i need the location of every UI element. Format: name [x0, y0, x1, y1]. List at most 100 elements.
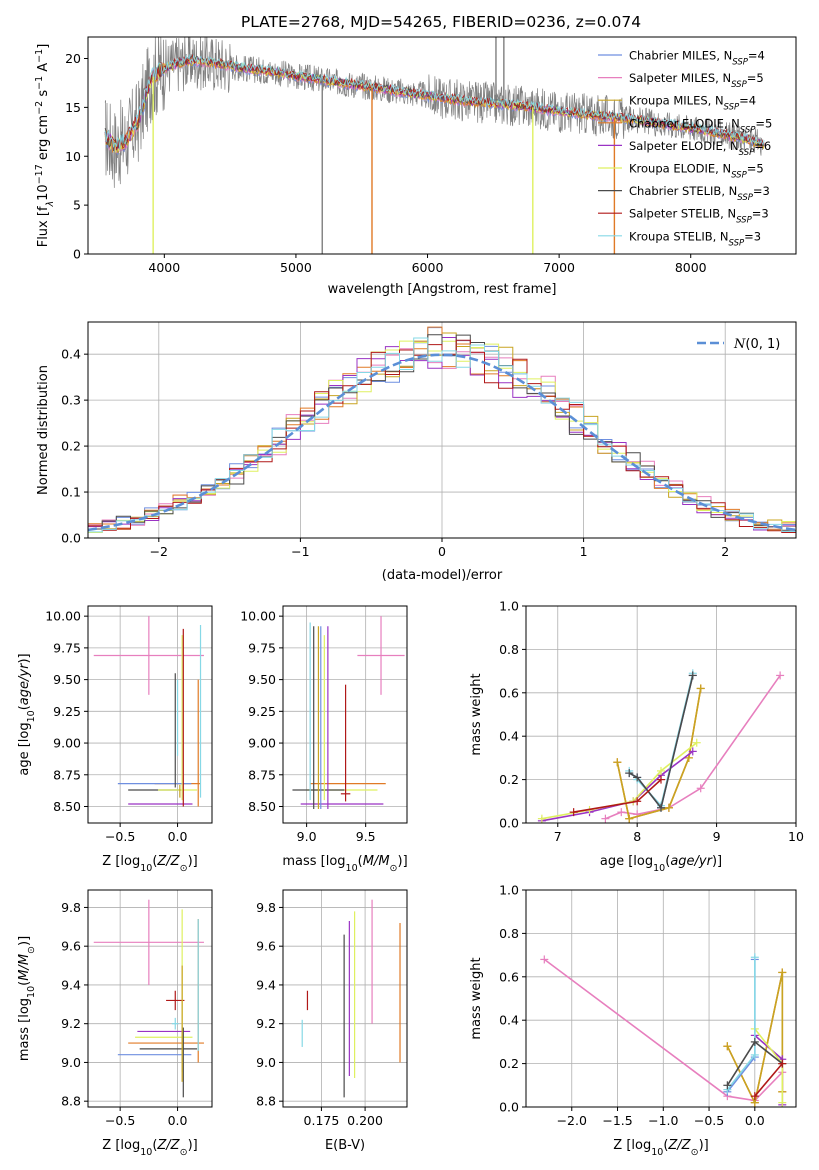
- legend-label-text: Salpeter ELODIE, N: [629, 139, 739, 153]
- y-axis-label-part: 10: [36, 184, 51, 201]
- legend-label-text: Kroupa MILES, N: [629, 94, 724, 108]
- y-tick-label: 10.00: [240, 609, 276, 624]
- legend-label: Kroupa STELIB, NSSP=3: [629, 229, 761, 248]
- x-tick-label: 2: [721, 544, 729, 559]
- x-tick-label: −0.5: [105, 1113, 135, 1128]
- y-tick-label: 15: [65, 100, 81, 115]
- y-tick-label: 9.2: [256, 1016, 276, 1031]
- x-tick-label: 0.0: [168, 829, 188, 844]
- y-tick-label: 0.4: [61, 347, 81, 362]
- legend-label-count: =3: [753, 184, 770, 198]
- legend-label: Kroupa ELODIE, NSSP=5: [629, 162, 764, 181]
- plot-area: [540, 953, 787, 1107]
- axes-frame: [87, 36, 797, 255]
- x-axis-label-part: Z/Z: [156, 854, 180, 869]
- x-tick-label: 0: [438, 544, 446, 559]
- x-tick-label: 7000: [543, 260, 575, 275]
- y-tick-label: 10.00: [45, 609, 81, 624]
- x-axis-label-part: age [log: [600, 854, 653, 869]
- axes-frame: [525, 605, 797, 824]
- x-axis-label-part: mass [log: [282, 854, 345, 869]
- y-axis-label-part: λ: [45, 201, 56, 208]
- y-tick-label: 0.8: [499, 642, 519, 657]
- x-tick-label: −1.0: [648, 1113, 678, 1128]
- histogram-step-line: [88, 339, 796, 533]
- y-tick-label: 20: [65, 51, 81, 66]
- series-line: [605, 674, 781, 820]
- y-axis-label-part: age [log: [17, 722, 32, 775]
- legend-label-count: =5: [747, 71, 764, 85]
- x-tick-label: −0.5: [105, 829, 135, 844]
- legend-label-count: =3: [752, 207, 769, 221]
- legend-label-sub: SSP: [731, 171, 747, 181]
- gridlines: [88, 890, 212, 1107]
- axes-frame: [282, 605, 408, 824]
- x-tick-label: 0.200: [347, 1113, 383, 1128]
- x-axis-label-part: E(B-V): [325, 1138, 365, 1153]
- x-axis-label-part: Z/Z: [156, 1138, 180, 1153]
- legend-label-args: (0, 1): [745, 337, 780, 352]
- x-tick-label: −2: [150, 544, 168, 559]
- x-axis-label: wavelength [Angstrom, rest frame]: [328, 282, 557, 297]
- y-axis-label-part: (: [17, 981, 32, 986]
- legend-label-count: =3: [744, 229, 761, 243]
- y-tick-label: 8.50: [248, 799, 276, 814]
- x-axis-label-part: 10: [651, 1147, 663, 1158]
- legend-label-text: Salpeter STELIB, N: [629, 207, 736, 221]
- y-tick-label: 9.0: [256, 1055, 276, 1070]
- y-tick-label: 10: [65, 149, 81, 164]
- legend-label: Salpeter STELIB, NSSP=3: [629, 207, 769, 226]
- x-tick-label: 4000: [148, 260, 180, 275]
- x-tick-label: −2.0: [557, 1113, 587, 1128]
- y-axis-label-part: −17: [34, 164, 45, 184]
- y-tick-label: 9.8: [256, 900, 276, 915]
- y-tick-label: 0.2: [499, 772, 519, 787]
- plot-area: [93, 616, 204, 807]
- x-tick-label: 8000: [675, 260, 707, 275]
- legend-label-count: =6: [754, 139, 771, 153]
- plot-area: [93, 899, 204, 1098]
- y-axis-label-part: A: [36, 63, 51, 76]
- y-axis-label-part: −1: [34, 76, 45, 90]
- legend-label: Chabrier STELIB, NSSP=3: [629, 184, 770, 203]
- x-axis-label: mass [log10(M/M⊙)]: [282, 854, 407, 874]
- y-axis-label-part: ⊙: [26, 946, 37, 954]
- x-axis-label: age [log10(age/yr)]: [600, 854, 722, 874]
- chart-mass-vs-Z: −0.5 0.08.89.09.29.49.69.8Z [log10(Z/Z⊙)]…: [17, 889, 213, 1158]
- x-axis-label-part: )]: [398, 854, 408, 869]
- legend-label-sub: SSP: [739, 148, 755, 158]
- y-axis-label-part: M/M: [17, 954, 32, 981]
- y-tick-label: 9.4: [61, 977, 81, 992]
- chart-residuals: N(0, 1) −2 −1 0 1 2 0.0 0.1 0.2 0.3 0.4 (data-model…: [36, 321, 797, 583]
- y-tick-label: 0.0: [499, 1100, 519, 1115]
- x-axis-label-part: 10: [346, 863, 358, 874]
- y-tick-label: 5: [73, 198, 81, 213]
- histogram-step-line: [88, 337, 796, 533]
- legend-label: Chabrier ELODIE, NSSP=5: [629, 116, 772, 135]
- y-tick-label: 0.6: [499, 685, 519, 700]
- x-axis-label-part: )]: [712, 854, 722, 869]
- y-tick-label: 8.8: [61, 1094, 81, 1109]
- x-axis-label-part: M/M: [363, 854, 390, 869]
- x-tick-label: −0.5: [694, 1113, 724, 1128]
- x-axis-label-part: Z [log: [102, 854, 140, 869]
- series-line: [628, 675, 694, 810]
- y-tick-label: 8.8: [256, 1094, 276, 1109]
- axes-frame: [87, 605, 213, 824]
- x-axis-label-part: )]: [188, 1138, 198, 1153]
- y-tick-label: 0.2: [61, 439, 81, 454]
- y-tick-label: 9.25: [53, 704, 81, 719]
- gridlines: [88, 606, 212, 823]
- y-tick-label: 0.8: [499, 926, 519, 941]
- y-axis-label-part: −2: [34, 101, 45, 115]
- legend-label-text: Chabrier ELODIE, N: [629, 116, 740, 130]
- chart-age-vs-mass: 9.0 9.5 8.50 8.75 9.00 9.25 9.50 9.75 10.00 mass …: [240, 605, 408, 874]
- y-tick-label: 9.6: [256, 939, 276, 954]
- x-axis-label: E(B-V): [325, 1138, 365, 1153]
- x-axis-label: Z [log10(Z/Z⊙)]: [102, 1138, 197, 1158]
- y-axis-label-part: ]: [36, 44, 51, 49]
- y-axis-label: Normed distribution: [36, 365, 51, 495]
- x-tick-label: 9.5: [356, 829, 376, 844]
